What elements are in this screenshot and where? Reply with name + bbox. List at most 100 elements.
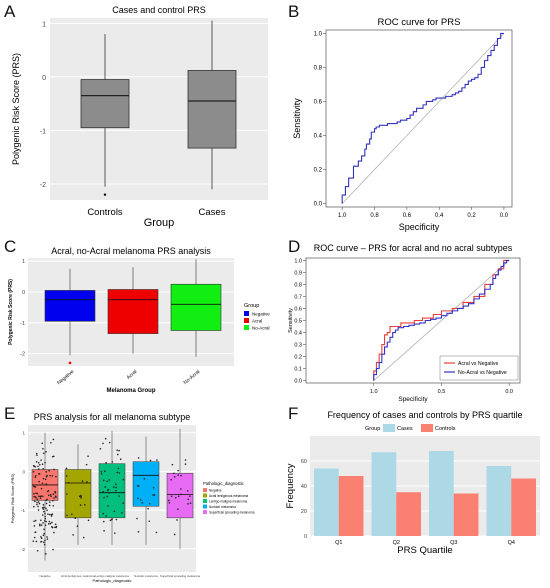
x-tick-label: Q3 [450,540,457,546]
y-tick-label: 0 [22,469,25,474]
bar-controls [338,476,364,536]
chart-title: ROC curve for PRS [378,17,461,28]
jitter-point [81,480,84,482]
jitter-point [40,541,42,543]
jitter-point [48,501,51,503]
y-tick-label: 0.8 [314,65,323,71]
jitter-point [45,475,48,478]
legend-label: Cases [397,426,413,432]
jitter-point [55,475,57,478]
y-tick-label: -2 [20,352,25,358]
jitter-point [177,474,179,477]
jitter-point [66,514,68,517]
legend-swatch [203,510,207,514]
jitter-point [74,517,76,519]
jitter-point [50,513,53,516]
bar-cases [314,468,339,536]
panel-letter-e: E [4,404,16,423]
jitter-point [42,504,45,506]
x-axis-label: Group [144,217,175,229]
jitter-point [52,499,54,502]
jitter-point [45,502,48,505]
y-tick-label: -1 [21,508,25,513]
jitter-point [41,514,44,516]
legend-label: No-Acral [252,326,270,331]
jitter-point [100,470,103,473]
jitter-point [103,496,105,499]
jitter-point [117,467,120,470]
panel-letter-a: A [4,2,16,21]
jitter-point [45,507,47,510]
legend-label: Lentigo maligna melanoma [209,499,248,503]
jitter-point [118,472,121,474]
jitter-point [114,532,116,534]
jitter-point [174,496,177,499]
jitter-point [79,504,82,506]
jitter-point [187,498,190,501]
jitter-point [106,495,109,498]
jitter-point [47,513,49,516]
jitter-point [102,520,105,523]
jitter-point [184,463,187,465]
jitter-point [33,536,36,539]
jitter-point [41,507,44,509]
panel-letter-b: B [288,2,300,21]
jitter-point [54,523,57,526]
jitter-point [137,485,140,487]
jitter-point [35,452,38,455]
x-tick-label: 0.8 [370,213,379,219]
jitter-point [153,494,156,496]
jitter-point [108,492,110,494]
x-tick-label: 0.5 [438,389,446,395]
jitter-point [43,541,45,544]
jitter-point [33,520,35,523]
jitter-point [39,523,41,526]
bar-controls [511,478,536,536]
jitter-point [187,503,189,505]
jitter-point [40,537,43,539]
jitter-point [168,499,170,502]
jitter-point [180,493,182,496]
x-tick-label: 0.6 [403,213,412,219]
jitter-point [50,441,52,444]
jitter-point [35,461,38,463]
y-axis-label: Polygenic Risk Score (PRS) [8,279,14,345]
jitter-point [43,532,46,535]
jitter-point [137,497,139,500]
jitter-point [65,467,68,470]
x-axis-label: Pathologic_diagnostic [93,578,132,583]
chart-title: Acral, no-Acral melanoma PRS analysis [51,246,211,256]
jitter-point [36,498,39,501]
jitter-point [53,497,55,499]
legend-title: Group [365,426,380,432]
jitter-point [173,533,176,536]
jitter-point [155,531,158,534]
jitter-point [105,515,107,517]
jitter-point [122,502,124,504]
jitter-point [49,513,51,516]
jitter-point [115,489,117,492]
y-tick-label: 0.8 [294,282,302,288]
jitter-point [49,493,52,496]
x-tick-label: Cases [199,207,226,218]
jitter-point [36,549,39,552]
jitter-point [51,526,54,529]
y-tick-label: 0.9 [294,270,302,276]
y-tick-label: 40 [301,484,307,490]
box [132,461,160,507]
jitter-point [189,502,192,504]
jitter-point [147,507,149,510]
jitter-point [41,442,44,445]
y-tick-label: -2 [40,182,46,189]
jitter-point [71,513,73,516]
y-tick-label: 0 [22,290,25,296]
x-tick-label: Lentigo maligna melanoma [95,574,129,578]
jitter-point [37,465,39,468]
legend-label: Negative [209,488,222,492]
jitter-point [51,475,54,477]
y-tick-label: 0.2 [294,355,302,361]
jitter-point [53,468,55,471]
jitter-point [139,499,142,501]
jitter-point [65,475,68,477]
